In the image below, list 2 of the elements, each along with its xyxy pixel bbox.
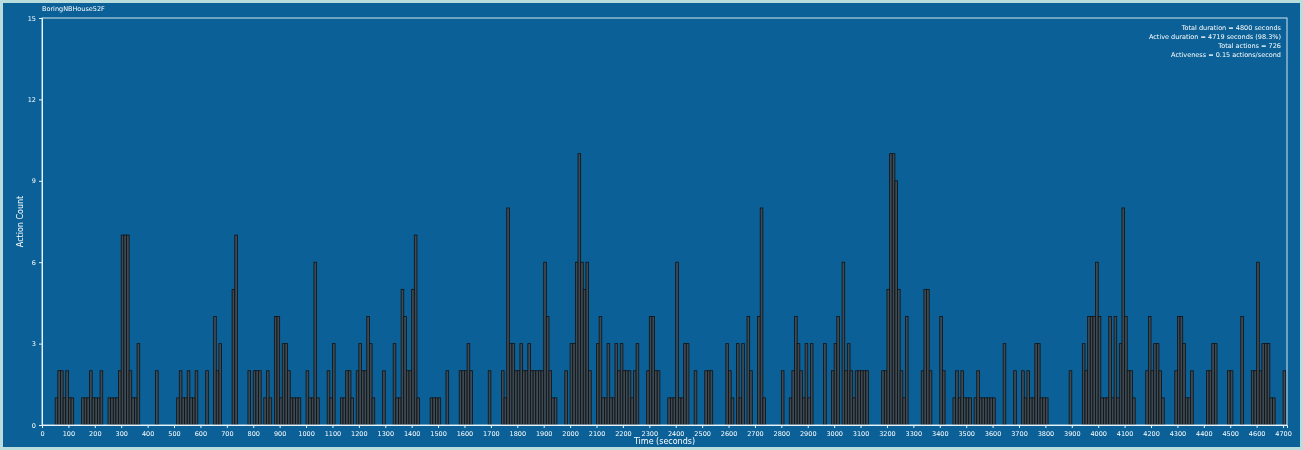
x-axis-title: Time (seconds) xyxy=(632,437,696,446)
y-axis-title: Action Count xyxy=(16,195,25,248)
